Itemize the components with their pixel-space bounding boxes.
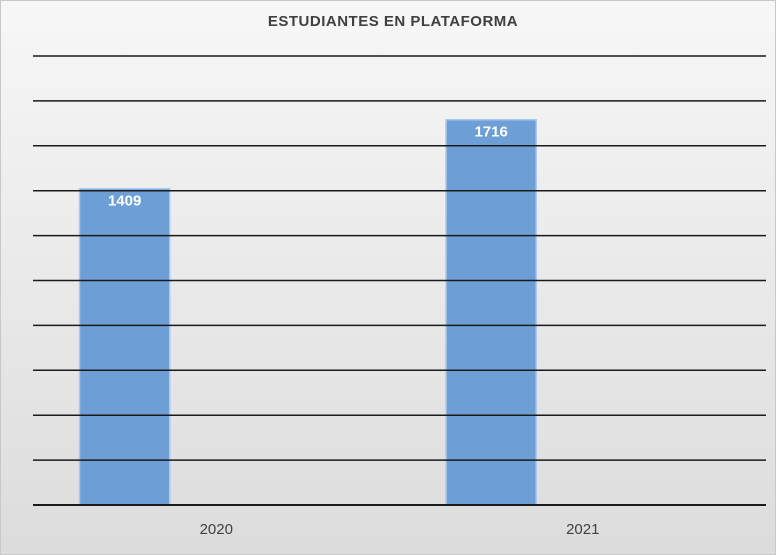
data-label: 1716 bbox=[474, 124, 507, 141]
x-tick-label: 2021 bbox=[566, 521, 599, 538]
x-tick-label: 2020 bbox=[200, 521, 233, 538]
bar bbox=[445, 119, 537, 506]
bar bbox=[78, 187, 171, 506]
chart-title: ESTUDIANTES EN PLATAFORMA bbox=[268, 13, 518, 30]
data-label: 1409 bbox=[108, 193, 141, 210]
